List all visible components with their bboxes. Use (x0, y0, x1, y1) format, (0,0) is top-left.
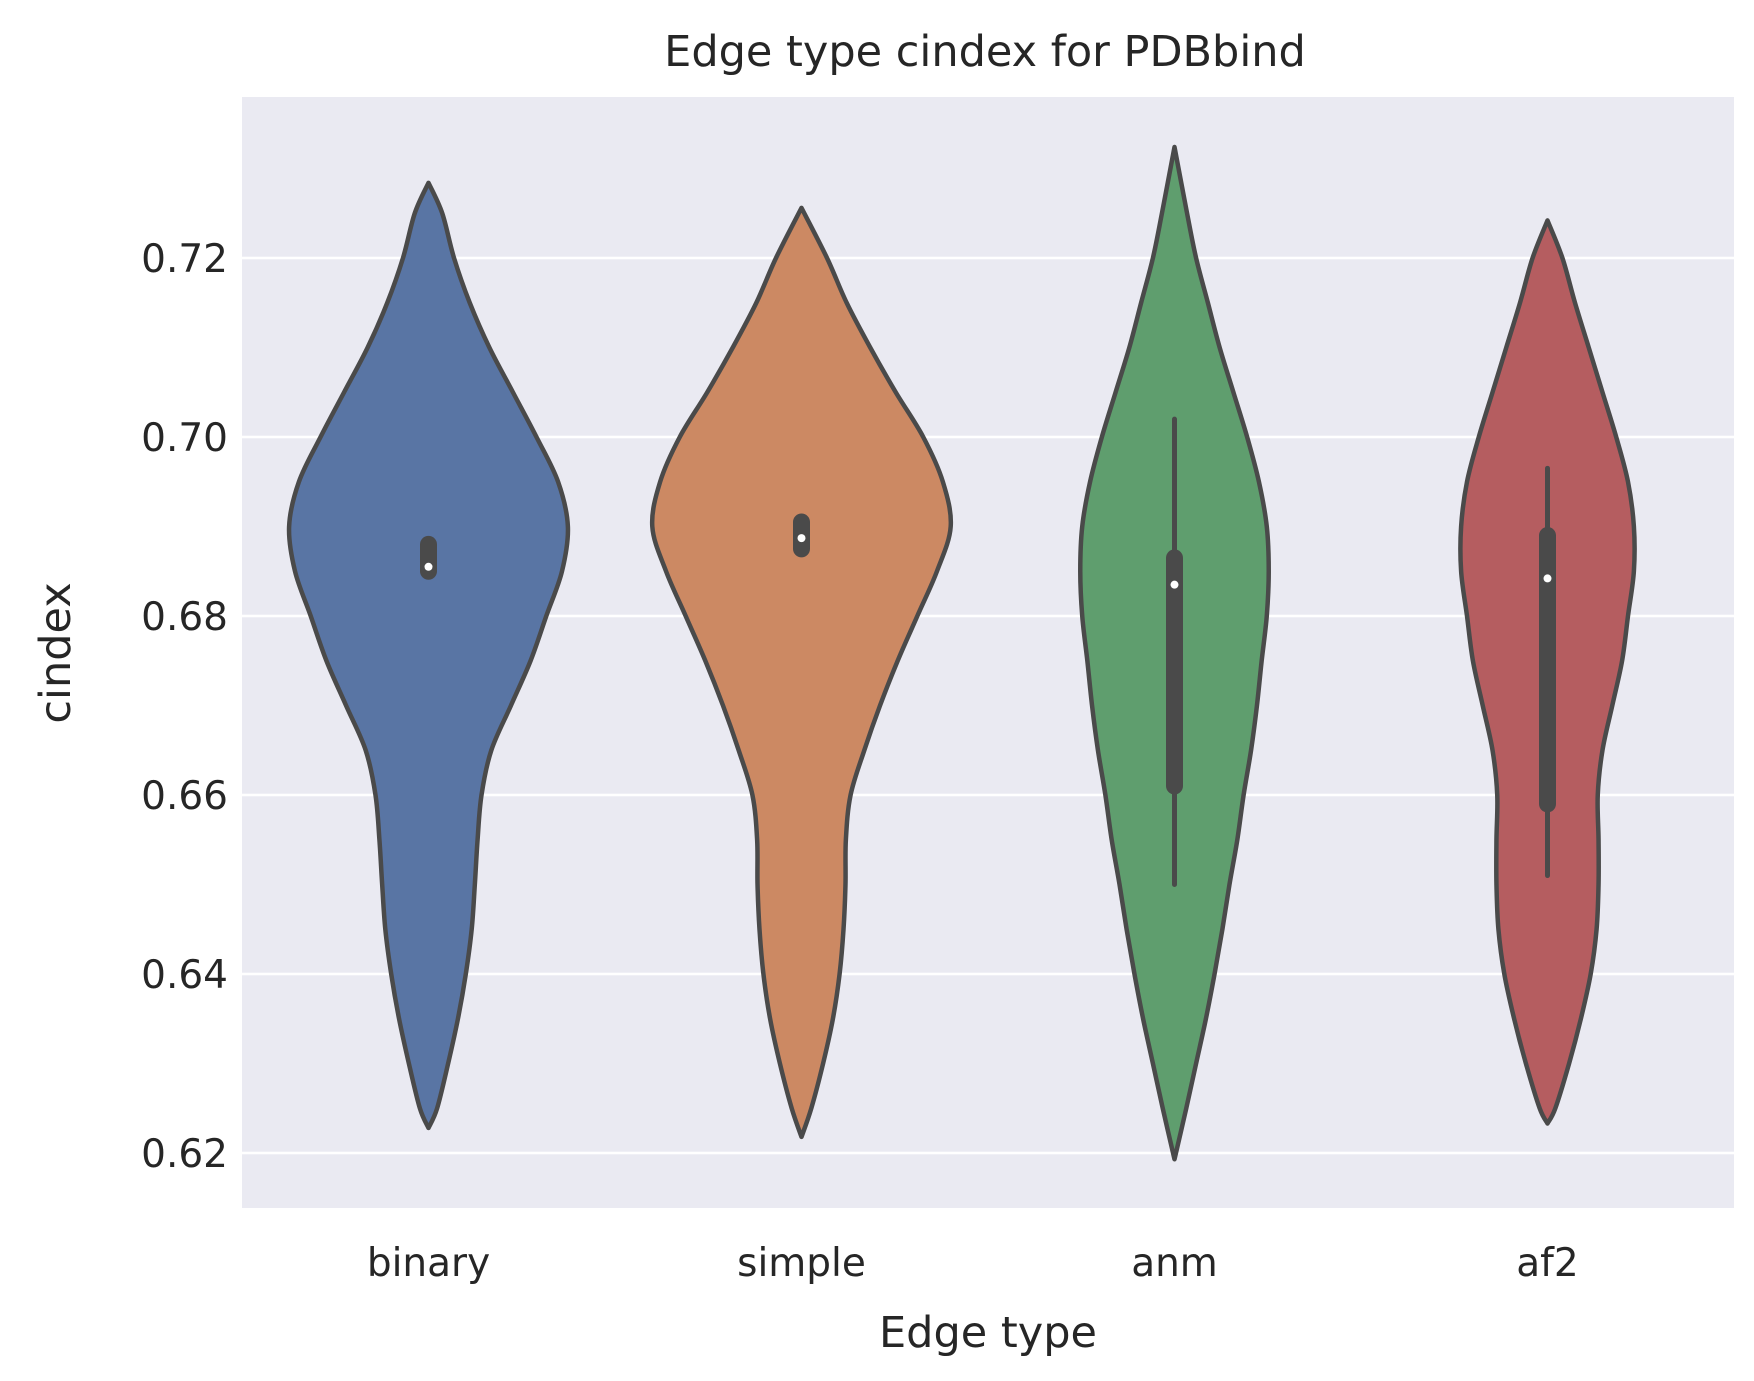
y-tick-label: 0.70 (141, 416, 228, 461)
x-tick-label: binary (367, 1241, 490, 1286)
violin-anm (1078, 144, 1271, 1162)
x-tick-label: anm (1131, 1241, 1218, 1286)
violins (286, 144, 1637, 1162)
y-tick-label: 0.66 (141, 774, 228, 819)
x-axis-label: Edge type (879, 1308, 1097, 1358)
x-tick-label: simple (737, 1241, 866, 1286)
violin-median-dot (1543, 574, 1552, 583)
y-tick-labels: 0.62 0.64 0.66 0.68 0.70 0.72 (141, 237, 228, 1177)
chart-title: Edge type cindex for PDBbind (664, 27, 1306, 77)
violin-body (286, 180, 571, 1131)
y-tick-label: 0.72 (141, 237, 228, 282)
violin-median-dot (797, 534, 806, 543)
violin-af2 (1458, 218, 1637, 1126)
violin-median-dot (424, 562, 433, 571)
violin-binary (286, 180, 571, 1131)
y-tick-label: 0.64 (141, 953, 228, 998)
y-tick-label: 0.68 (141, 595, 228, 640)
violin-median-dot (1170, 580, 1179, 589)
x-tick-label: af2 (1516, 1241, 1578, 1286)
y-axis-label: cindex (31, 582, 81, 723)
y-tick-label: 0.62 (141, 1132, 228, 1177)
violin-body (649, 205, 954, 1140)
x-tick-labels: binary simple anm af2 (367, 1241, 1579, 1286)
violin-simple (649, 205, 954, 1140)
